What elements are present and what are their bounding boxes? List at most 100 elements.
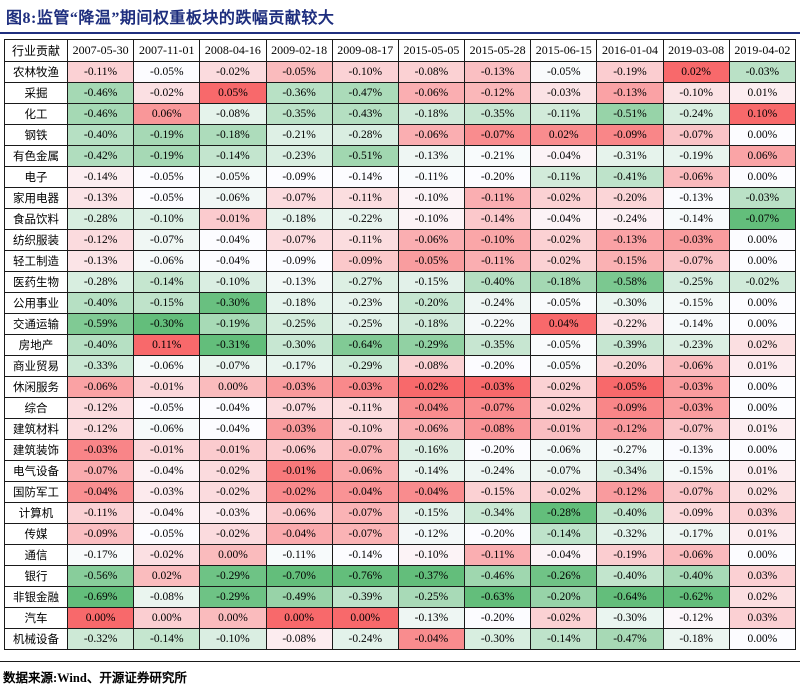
heatmap-cell: 0.00% bbox=[728, 229, 797, 251]
heatmap-cell: -0.22% bbox=[596, 313, 664, 335]
heatmap-cell: -0.04% bbox=[199, 397, 267, 419]
industry-row-label: 通信 bbox=[4, 544, 68, 566]
heatmap-cell: -0.01% bbox=[199, 439, 267, 461]
heatmap-cell: -0.20% bbox=[464, 523, 532, 545]
heatmap-cell: 0.10% bbox=[728, 103, 797, 125]
heatmap-cell: 0.00% bbox=[728, 292, 797, 314]
heatmap-cell: -0.06% bbox=[133, 355, 201, 377]
heatmap-cell: -0.04% bbox=[133, 502, 201, 524]
heatmap-cell: -0.03% bbox=[728, 187, 797, 209]
heatmap-cell: -0.04% bbox=[530, 208, 598, 230]
table-row: 房地产 -0.40% 0.11% -0.31% -0.30% -0.64% -0.29% -0… bbox=[4, 334, 797, 356]
heatmap-cell: -0.12% bbox=[662, 607, 730, 629]
heatmap-cell: -0.29% bbox=[397, 334, 466, 356]
heatmap-cell: -0.43% bbox=[331, 103, 399, 125]
heatmap-cell: -0.30% bbox=[133, 313, 201, 335]
heatmap-cell: -0.02% bbox=[133, 544, 201, 566]
industry-row-label: 纺织服装 bbox=[4, 229, 68, 251]
table-row: 采掘 -0.46% -0.02% 0.05% -0.36% -0.47% -0.06% -0.… bbox=[4, 82, 797, 104]
industry-row-label: 房地产 bbox=[4, 334, 68, 356]
column-header: 2015-06-15 bbox=[530, 39, 598, 62]
heatmap-cell: -0.07% bbox=[331, 523, 399, 545]
industry-row-label: 机械设备 bbox=[4, 628, 68, 650]
heatmap-cell: -0.09% bbox=[596, 124, 664, 146]
heatmap-cell: -0.36% bbox=[265, 82, 333, 104]
heatmap-cell: -0.15% bbox=[464, 481, 532, 503]
heatmap-cell: -0.27% bbox=[596, 439, 664, 461]
heatmap-cell: -0.01% bbox=[265, 460, 333, 482]
heatmap-cell: -0.20% bbox=[530, 586, 598, 608]
heatmap-cell: -0.25% bbox=[662, 271, 730, 293]
heatmap-cell: -0.02% bbox=[133, 82, 201, 104]
heatmap-cell: -0.14% bbox=[662, 313, 730, 335]
heatmap-cell: -0.06% bbox=[331, 460, 399, 482]
heatmap-cell: -0.40% bbox=[596, 502, 664, 524]
heatmap-cell: -0.13% bbox=[464, 61, 532, 83]
heatmap-cell: -0.03% bbox=[66, 439, 135, 461]
heatmap-cell: -0.13% bbox=[66, 250, 135, 272]
industry-row-label: 医药生物 bbox=[4, 271, 68, 293]
heatmap-cell: 0.00% bbox=[199, 376, 267, 398]
heatmap-cell: 0.00% bbox=[728, 124, 797, 146]
heatmap-cell: -0.47% bbox=[596, 628, 664, 650]
heatmap-cell: -0.64% bbox=[331, 334, 399, 356]
heatmap-cell: -0.06% bbox=[662, 544, 730, 566]
heatmap-cell: -0.11% bbox=[530, 166, 598, 188]
heatmap-cell: -0.04% bbox=[397, 481, 466, 503]
heatmap-cell: -0.11% bbox=[530, 103, 598, 125]
heatmap-cell: -0.23% bbox=[265, 145, 333, 167]
heatmap-cell: -0.04% bbox=[66, 481, 135, 503]
heatmap-cell: -0.05% bbox=[397, 250, 466, 272]
heatmap-cell: -0.07% bbox=[662, 418, 730, 440]
heatmap-cell: -0.46% bbox=[66, 82, 135, 104]
heatmap-cell: -0.14% bbox=[397, 460, 466, 482]
heatmap-cell: -0.17% bbox=[66, 544, 135, 566]
heatmap-cell: -0.30% bbox=[596, 292, 664, 314]
column-header: 2007-11-01 bbox=[133, 39, 201, 62]
heatmap-cell: -0.07% bbox=[265, 397, 333, 419]
heatmap-cell: -0.06% bbox=[662, 166, 730, 188]
heatmap-cell: -0.09% bbox=[265, 250, 333, 272]
heatmap-cell: -0.18% bbox=[530, 271, 598, 293]
heatmap-cell: 0.00% bbox=[265, 607, 333, 629]
heatmap-cell: -0.37% bbox=[397, 565, 466, 587]
heatmap-cell: -0.51% bbox=[596, 103, 664, 125]
heatmap-cell: -0.05% bbox=[133, 166, 201, 188]
heatmap-cell: 0.02% bbox=[662, 61, 730, 83]
heatmap-cell: -0.02% bbox=[728, 271, 797, 293]
heatmap-cell: -0.09% bbox=[265, 166, 333, 188]
heatmap-cell: -0.18% bbox=[265, 208, 333, 230]
heatmap-cell: -0.10% bbox=[397, 187, 466, 209]
heatmap-cell: -0.40% bbox=[66, 124, 135, 146]
heatmap-cell: -0.24% bbox=[464, 292, 532, 314]
heatmap-cell: 0.00% bbox=[728, 313, 797, 335]
heatmap-cell: -0.35% bbox=[464, 103, 532, 125]
heatmap-cell: -0.15% bbox=[397, 271, 466, 293]
heatmap-cell: 0.03% bbox=[728, 502, 797, 524]
industry-row-label: 综合 bbox=[4, 397, 68, 419]
heatmap-cell: 0.02% bbox=[530, 124, 598, 146]
heatmap-cell: 0.00% bbox=[66, 607, 135, 629]
heatmap-cell: -0.10% bbox=[331, 61, 399, 83]
heatmap-cell: -0.06% bbox=[397, 229, 466, 251]
heatmap-cell: 0.02% bbox=[728, 586, 797, 608]
industry-row-label: 商业贸易 bbox=[4, 355, 68, 377]
heatmap-cell: -0.20% bbox=[596, 187, 664, 209]
industry-row-label: 传媒 bbox=[4, 523, 68, 545]
column-header: 2015-05-28 bbox=[464, 39, 532, 62]
heatmap-cell: -0.02% bbox=[530, 229, 598, 251]
heatmap-cell: -0.30% bbox=[596, 607, 664, 629]
industry-row-label: 非银金融 bbox=[4, 586, 68, 608]
heatmap-cell: -0.07% bbox=[265, 229, 333, 251]
heatmap-cell: -0.47% bbox=[331, 82, 399, 104]
heatmap-cell: -0.06% bbox=[397, 124, 466, 146]
heatmap-cell: -0.14% bbox=[133, 271, 201, 293]
heatmap-cell: -0.28% bbox=[66, 208, 135, 230]
heatmap-cell: 0.00% bbox=[728, 376, 797, 398]
heatmap-cell: -0.18% bbox=[662, 628, 730, 650]
heatmap-cell: -0.19% bbox=[662, 145, 730, 167]
table-row: 医药生物 -0.28% -0.14% -0.10% -0.13% -0.27% -0.15%… bbox=[4, 271, 797, 293]
heatmap-cell: -0.13% bbox=[596, 229, 664, 251]
table-row: 通信 -0.17% -0.02% 0.00% -0.11% -0.14% -0.10% -0.… bbox=[4, 544, 797, 566]
table-row: 传媒 -0.09% -0.05% -0.02% -0.04% -0.07% -0.12% -0… bbox=[4, 523, 797, 545]
